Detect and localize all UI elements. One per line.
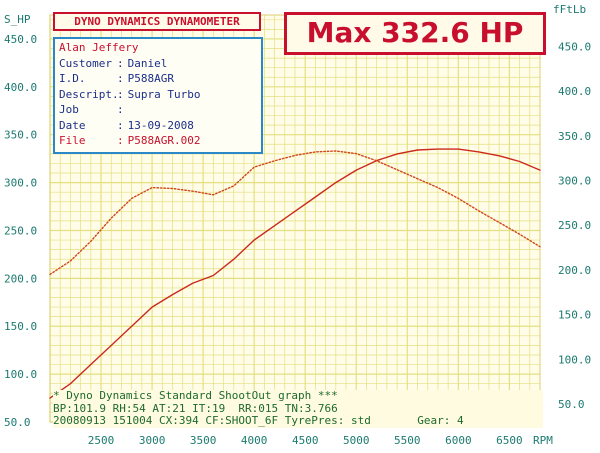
- info-value: Daniel: [127, 56, 168, 70]
- right-axis-tick-label: 350.0: [558, 130, 591, 143]
- left-axis-tick-label: 100.0: [4, 368, 37, 381]
- right-axis-tick-label: 150.0: [558, 309, 591, 322]
- info-separator: :: [117, 72, 124, 85]
- x-axis-tick-label: 5000: [343, 434, 370, 447]
- info-label: Date: [59, 118, 86, 132]
- footer-line-2: BP:101.9 RH:54 AT:21 IT:19 RR:015 TN:3.7…: [53, 401, 338, 415]
- right-axis-tick-label: 400.0: [558, 85, 591, 98]
- x-axis-tick-label: 4000: [241, 434, 268, 447]
- operator-name: Alan Jeffery: [59, 41, 139, 54]
- info-label: Descript.: [59, 87, 119, 101]
- info-row-customer: Customer: Daniel: [59, 56, 257, 72]
- info-row-date: Date:13-09-2008: [59, 118, 257, 134]
- footer-line-3: 20080913 151004 CX:394 CF:SHOOT_6F TyreP…: [53, 414, 464, 427]
- info-row-id: I.D.: P588AGR: [59, 71, 257, 87]
- info-separator: :: [117, 134, 124, 147]
- x-axis-tick-label: 4500: [292, 434, 319, 447]
- max-power-label: Max 332.6 HP: [306, 16, 524, 49]
- torque-series-line: [49, 150, 541, 276]
- x-axis-label: RPM: [533, 434, 553, 447]
- right-axis-tick-label: 100.0: [558, 353, 591, 366]
- left-axis-tick-label: 150.0: [4, 320, 37, 333]
- info-label: Customer: [59, 56, 112, 70]
- info-value: P588AGR.002: [127, 134, 201, 147]
- info-row-description: Descript.: Supra Turbo: [59, 87, 257, 103]
- right-axis-tick-label: 50.0: [558, 398, 585, 411]
- right-axis-tick-label: 200.0: [558, 264, 591, 277]
- left-axis-tick-label: 300.0: [4, 177, 37, 190]
- x-axis-tick-label: 3500: [190, 434, 217, 447]
- left-axis-tick-label: 50.0: [4, 416, 31, 429]
- info-separator: :: [117, 118, 124, 132]
- left-axis-title: S_HP: [4, 13, 31, 26]
- info-label: Job: [59, 103, 79, 116]
- left-axis-tick-label: 400.0: [4, 81, 37, 94]
- right-axis-tick-label: 250.0: [558, 219, 591, 232]
- x-axis-tick-label: 6500: [496, 434, 523, 447]
- info-row-job: Job:: [59, 102, 257, 118]
- left-axis-tick-label: 200.0: [4, 272, 37, 285]
- info-label: I.D.: [59, 72, 86, 85]
- x-axis-tick-label: 3000: [139, 434, 166, 447]
- max-power-box: Max 332.6 HP: [284, 12, 546, 55]
- left-axis-tick-label: 250.0: [4, 224, 37, 237]
- x-axis-tick-label: 2500: [88, 434, 115, 447]
- run-footer: * Dyno Dynamics Standard ShootOut graph …: [53, 389, 543, 428]
- info-row-file: File: P588AGR.002: [59, 133, 257, 149]
- info-separator: :: [117, 87, 124, 101]
- right-axis-tick-label: 300.0: [558, 174, 591, 187]
- dyno-title: DYNO DYNAMICS DYNAMOMETER: [74, 15, 240, 28]
- info-separator: :: [117, 56, 124, 70]
- info-value: Supra Turbo: [127, 87, 201, 101]
- info-separator: :: [117, 103, 124, 116]
- right-axis-title: fFtLb: [553, 3, 587, 16]
- axis-ticks: 450.0 400.0 350.0 300.0 250.0 200.0 150.0 100.0…: [4, 33, 591, 447]
- info-label: File: [59, 134, 86, 147]
- left-axis-tick-label: 350.0: [4, 129, 37, 142]
- left-axis-tick-label: 450.0: [4, 33, 37, 46]
- chart-series: [49, 148, 541, 399]
- x-axis-tick-label: 5500: [394, 434, 421, 447]
- info-value: 13-09-2008: [127, 118, 194, 132]
- info-value: P588AGR: [127, 72, 174, 85]
- x-axis-tick-label: 6000: [445, 434, 472, 447]
- run-info-panel: Alan Jeffery Customer: Daniel I.D.: P588AG…: [53, 37, 263, 154]
- dyno-title-box: DYNO DYNAMICS DYNAMOMETER: [53, 12, 261, 31]
- right-axis-tick-label: 450.0: [558, 40, 591, 53]
- footer-line-1: * Dyno Dynamics Standard ShootOut graph …: [53, 389, 338, 402]
- power-series-line: [49, 148, 541, 399]
